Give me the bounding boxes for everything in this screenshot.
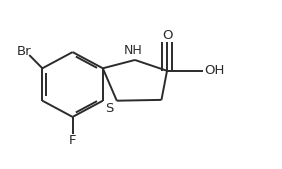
Text: NH: NH (124, 44, 143, 57)
Text: S: S (105, 102, 113, 115)
Text: OH: OH (204, 64, 225, 77)
Text: F: F (69, 134, 76, 147)
Text: O: O (162, 29, 172, 42)
Text: Br: Br (17, 45, 32, 58)
